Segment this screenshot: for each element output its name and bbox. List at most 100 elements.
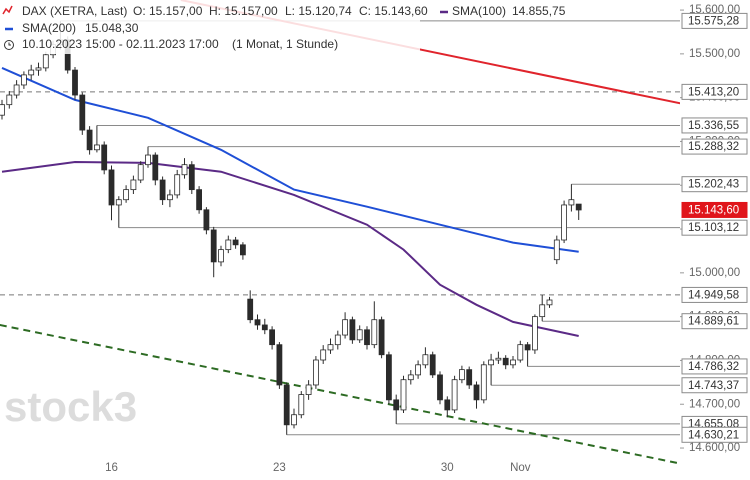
candle-body — [159, 179, 166, 201]
background-layer: stock3 — [4, 383, 137, 430]
candle-body — [137, 164, 144, 181]
candle-body — [488, 359, 495, 366]
candle-body — [247, 298, 254, 321]
level-label: 15.575,28 — [688, 15, 739, 27]
level-box — [681, 358, 748, 375]
candle-body — [342, 319, 349, 336]
candle-body — [218, 249, 224, 263]
candle-body — [422, 354, 429, 366]
candle-body — [327, 344, 334, 351]
candle-body — [320, 349, 327, 361]
candle-body — [429, 354, 436, 376]
close-text: C: 15.143,60 — [359, 4, 428, 18]
candle-body — [385, 354, 392, 401]
legend-value: 15.048,30 — [85, 21, 139, 35]
candle-body — [575, 203, 582, 211]
candle-body — [510, 359, 516, 366]
level-box — [681, 12, 748, 29]
header: DAX (XETRA, Last) O: 15.157,00 H: 15.157… — [0, 0, 566, 54]
candle-body — [524, 344, 531, 351]
candle-body — [72, 69, 78, 96]
candle-body — [145, 154, 151, 166]
candle-body — [203, 209, 210, 231]
y-tick-label: 15.000,00 — [689, 267, 740, 279]
candle-body — [13, 84, 20, 96]
candle-body — [35, 67, 42, 71]
candle-body — [415, 364, 422, 376]
candle-body — [108, 169, 115, 206]
candle-body — [254, 319, 261, 326]
level-box — [681, 83, 748, 100]
candle-body — [312, 359, 319, 386]
level-label: 14.630,21 — [688, 429, 739, 441]
candle-body — [20, 74, 27, 86]
x-tick-label: 30 — [441, 462, 454, 474]
legend-value: 14.855,75 — [512, 4, 566, 18]
open-text: O: 15.157,00 — [133, 4, 203, 18]
candle-body — [466, 369, 473, 386]
level-box — [681, 219, 748, 236]
candle-body — [86, 129, 93, 151]
candle-body — [568, 199, 575, 206]
candle-body — [42, 54, 49, 69]
candle-body — [561, 204, 567, 241]
candle-body — [305, 384, 312, 395]
candle-body — [495, 357, 502, 361]
legend-name: SMA(200) — [22, 21, 76, 35]
y-tick-label: 14.600,00 — [689, 442, 740, 454]
candle-body — [188, 164, 195, 191]
interval: (1 Monat, 1 Stunde) — [232, 37, 338, 51]
candle-body — [356, 329, 363, 341]
candle-body — [502, 357, 509, 366]
axis-layer: 14.600,0014.700,0014.800,0014.900,0015.0… — [105, 4, 748, 474]
candle-body — [152, 154, 159, 181]
candle-body — [6, 94, 13, 106]
candle-body — [437, 374, 443, 401]
level-box — [681, 138, 748, 155]
y-tick-label: 14.700,00 — [689, 398, 740, 410]
candle-body — [283, 384, 290, 426]
candle-body — [444, 399, 451, 411]
y-tick-label: 15.500,00 — [689, 48, 740, 60]
candle-body — [94, 144, 100, 151]
level-label: 15.143,60 — [688, 204, 739, 216]
x-tick-label: 23 — [273, 462, 286, 474]
header-bg — [0, 0, 420, 54]
candle-body — [269, 329, 276, 346]
trendline — [0, 323, 680, 465]
candle-body — [546, 299, 553, 306]
x-tick-label: Nov — [510, 462, 531, 474]
level-label: 15.103,12 — [688, 222, 739, 234]
candle-body — [28, 69, 35, 76]
instrument-icon — [2, 5, 13, 15]
candle-body — [371, 319, 378, 346]
candle-body — [130, 179, 137, 191]
level-box — [681, 313, 748, 330]
level-label: 15.336,55 — [688, 120, 739, 132]
candle-body — [239, 244, 246, 256]
candle-body — [553, 239, 560, 261]
level-box — [681, 201, 748, 218]
level-label: 14.786,32 — [688, 361, 739, 373]
low-text: L: 15.120,74 — [285, 4, 352, 18]
candle-body — [517, 344, 524, 361]
watermark: stock3 — [4, 383, 137, 430]
level-box — [681, 117, 748, 134]
candle-body — [79, 94, 86, 131]
level-box — [681, 426, 748, 443]
candle-body — [458, 369, 465, 381]
high-text: H: 15.157,00 — [209, 4, 278, 18]
candle-body — [378, 319, 385, 356]
candle-body — [225, 239, 232, 251]
candle-body — [393, 399, 400, 411]
clock-hand — [8, 42, 11, 46]
instrument: DAX (XETRA, Last) — [22, 4, 127, 18]
candle-body — [298, 394, 305, 416]
sma-line — [1, 66, 579, 253]
candle-body — [210, 229, 217, 263]
level-label: 15.202,43 — [688, 179, 739, 191]
candle-body — [196, 189, 203, 211]
clock-icon — [4, 40, 14, 50]
candle-body — [532, 316, 538, 351]
